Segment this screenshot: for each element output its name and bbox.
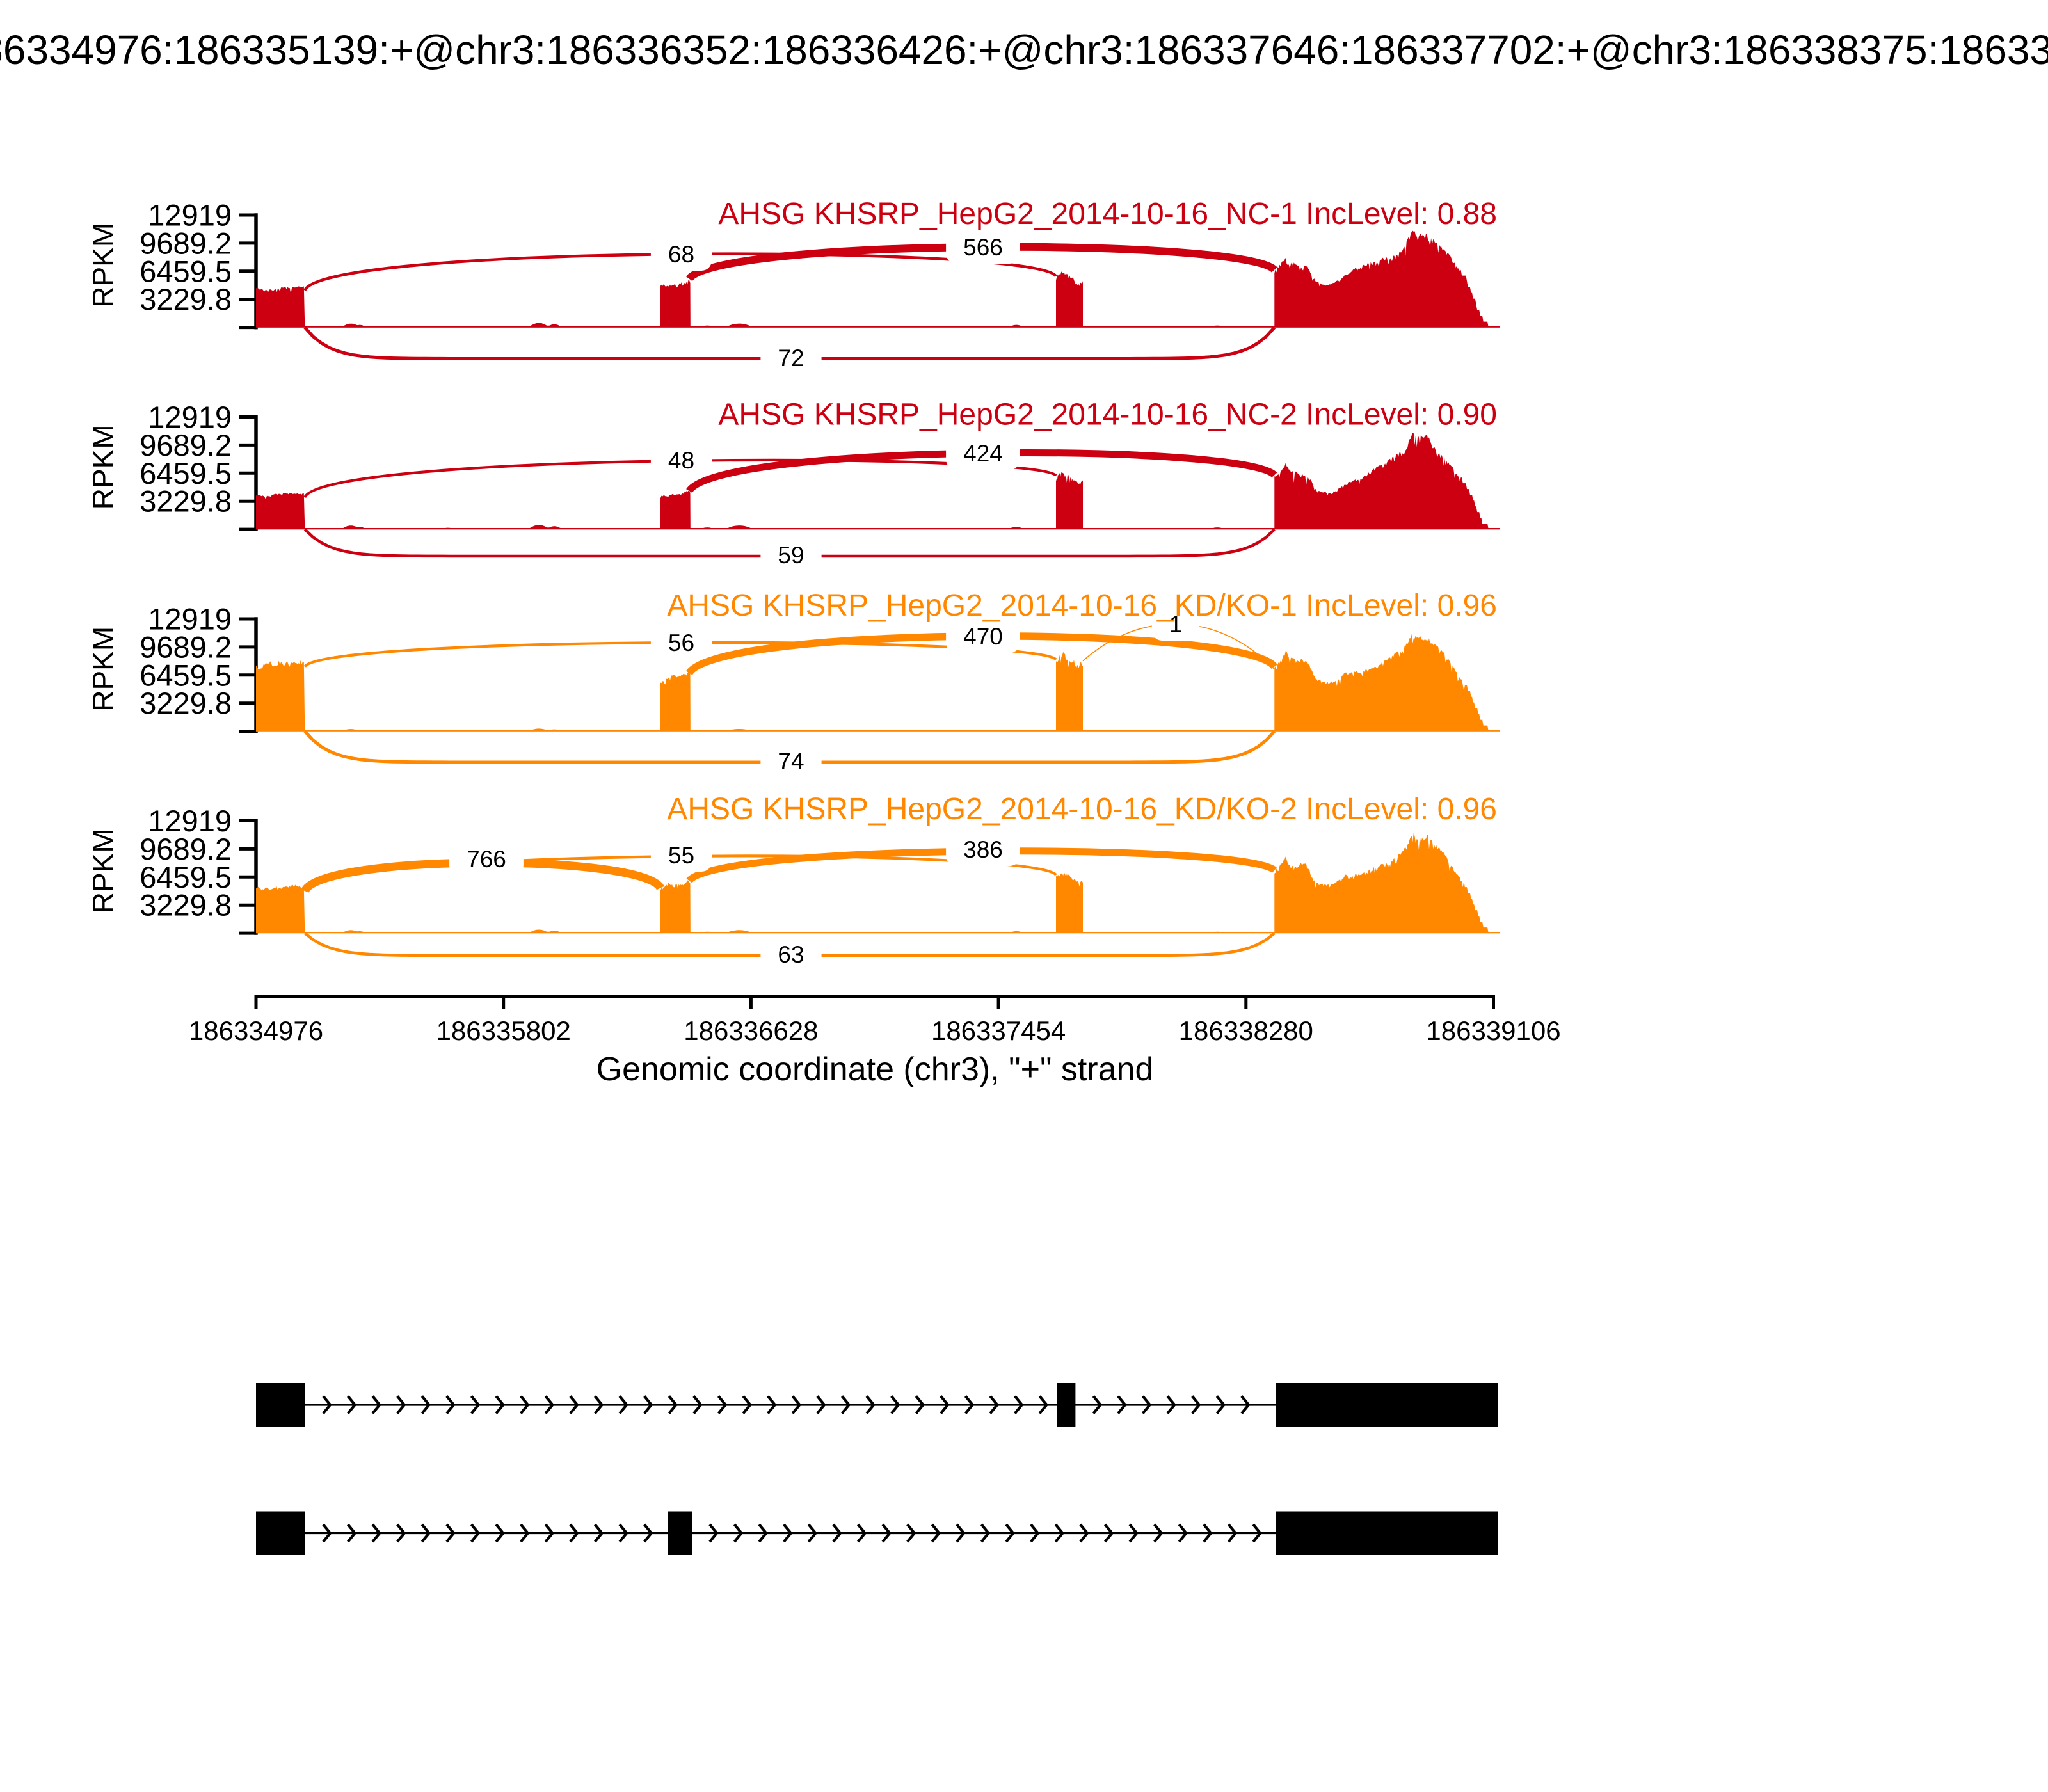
svg-text:6459.5: 6459.5 [140,254,232,288]
svg-text:3229.8: 3229.8 [140,282,232,316]
svg-text:12919: 12919 [148,198,232,232]
svg-text:Genomic coordinate (chr3), "+": Genomic coordinate (chr3), "+" strand [596,1051,1154,1088]
svg-text:RPKM: RPKM [86,828,120,913]
svg-text:186339106: 186339106 [1426,1016,1560,1046]
svg-text:55: 55 [668,842,694,868]
svg-text:470: 470 [963,623,1003,650]
svg-text:74: 74 [778,748,804,774]
svg-text:3229.8: 3229.8 [140,888,232,922]
svg-text:3229.8: 3229.8 [140,686,232,720]
svg-text:9689.2: 9689.2 [140,630,232,664]
svg-text:186336628: 186336628 [684,1016,818,1046]
svg-text:566: 566 [963,234,1003,260]
svg-text:6459.5: 6459.5 [140,658,232,692]
svg-text:12919: 12919 [148,804,232,838]
svg-text:186337454: 186337454 [931,1016,1066,1046]
svg-text:AHSG KHSRP_HepG2_2014-10-16_NC: AHSG KHSRP_HepG2_2014-10-16_NC-1 IncLeve… [718,197,1497,231]
svg-text:186334976: 186334976 [189,1016,323,1046]
svg-text:AHSG KHSRP_HepG2_2014-10-16_KD: AHSG KHSRP_HepG2_2014-10-16_KD/KO-1 IncL… [667,589,1497,623]
svg-text:386: 386 [963,836,1003,863]
svg-text:9689.2: 9689.2 [140,832,232,866]
svg-text:56: 56 [668,630,694,656]
svg-text:RPKM: RPKM [86,223,120,308]
svg-text:9689.2: 9689.2 [140,428,232,462]
svg-text:6459.5: 6459.5 [140,456,232,490]
svg-text:63: 63 [778,941,804,968]
svg-text:RPKM: RPKM [86,627,120,712]
svg-text:AHSG KHSRP_HepG2_2014-10-16_KD: AHSG KHSRP_HepG2_2014-10-16_KD/KO-2 IncL… [667,792,1497,826]
svg-text:12919: 12919 [148,400,232,434]
svg-text:424: 424 [963,440,1003,467]
svg-text:48: 48 [668,447,694,474]
svg-text:68: 68 [668,241,694,268]
svg-text:6459.5: 6459.5 [140,860,232,894]
svg-text:1: 1 [1169,611,1183,637]
svg-text:72: 72 [778,345,804,371]
svg-text:RPKM: RPKM [86,424,120,509]
svg-text:AHSG KHSRP_HepG2_2014-10-16_NC: AHSG KHSRP_HepG2_2014-10-16_NC-2 IncLeve… [718,398,1497,432]
svg-text:59: 59 [778,542,804,568]
svg-text:chr3:186334976:186335139:+@chr: chr3:186334976:186335139:+@chr3:18633635… [0,27,2048,73]
svg-text:186338280: 186338280 [1179,1016,1313,1046]
svg-text:3229.8: 3229.8 [140,484,232,518]
svg-text:766: 766 [467,846,506,872]
svg-text:186335802: 186335802 [436,1016,571,1046]
svg-text:9689.2: 9689.2 [140,226,232,260]
svg-text:12919: 12919 [148,602,232,636]
